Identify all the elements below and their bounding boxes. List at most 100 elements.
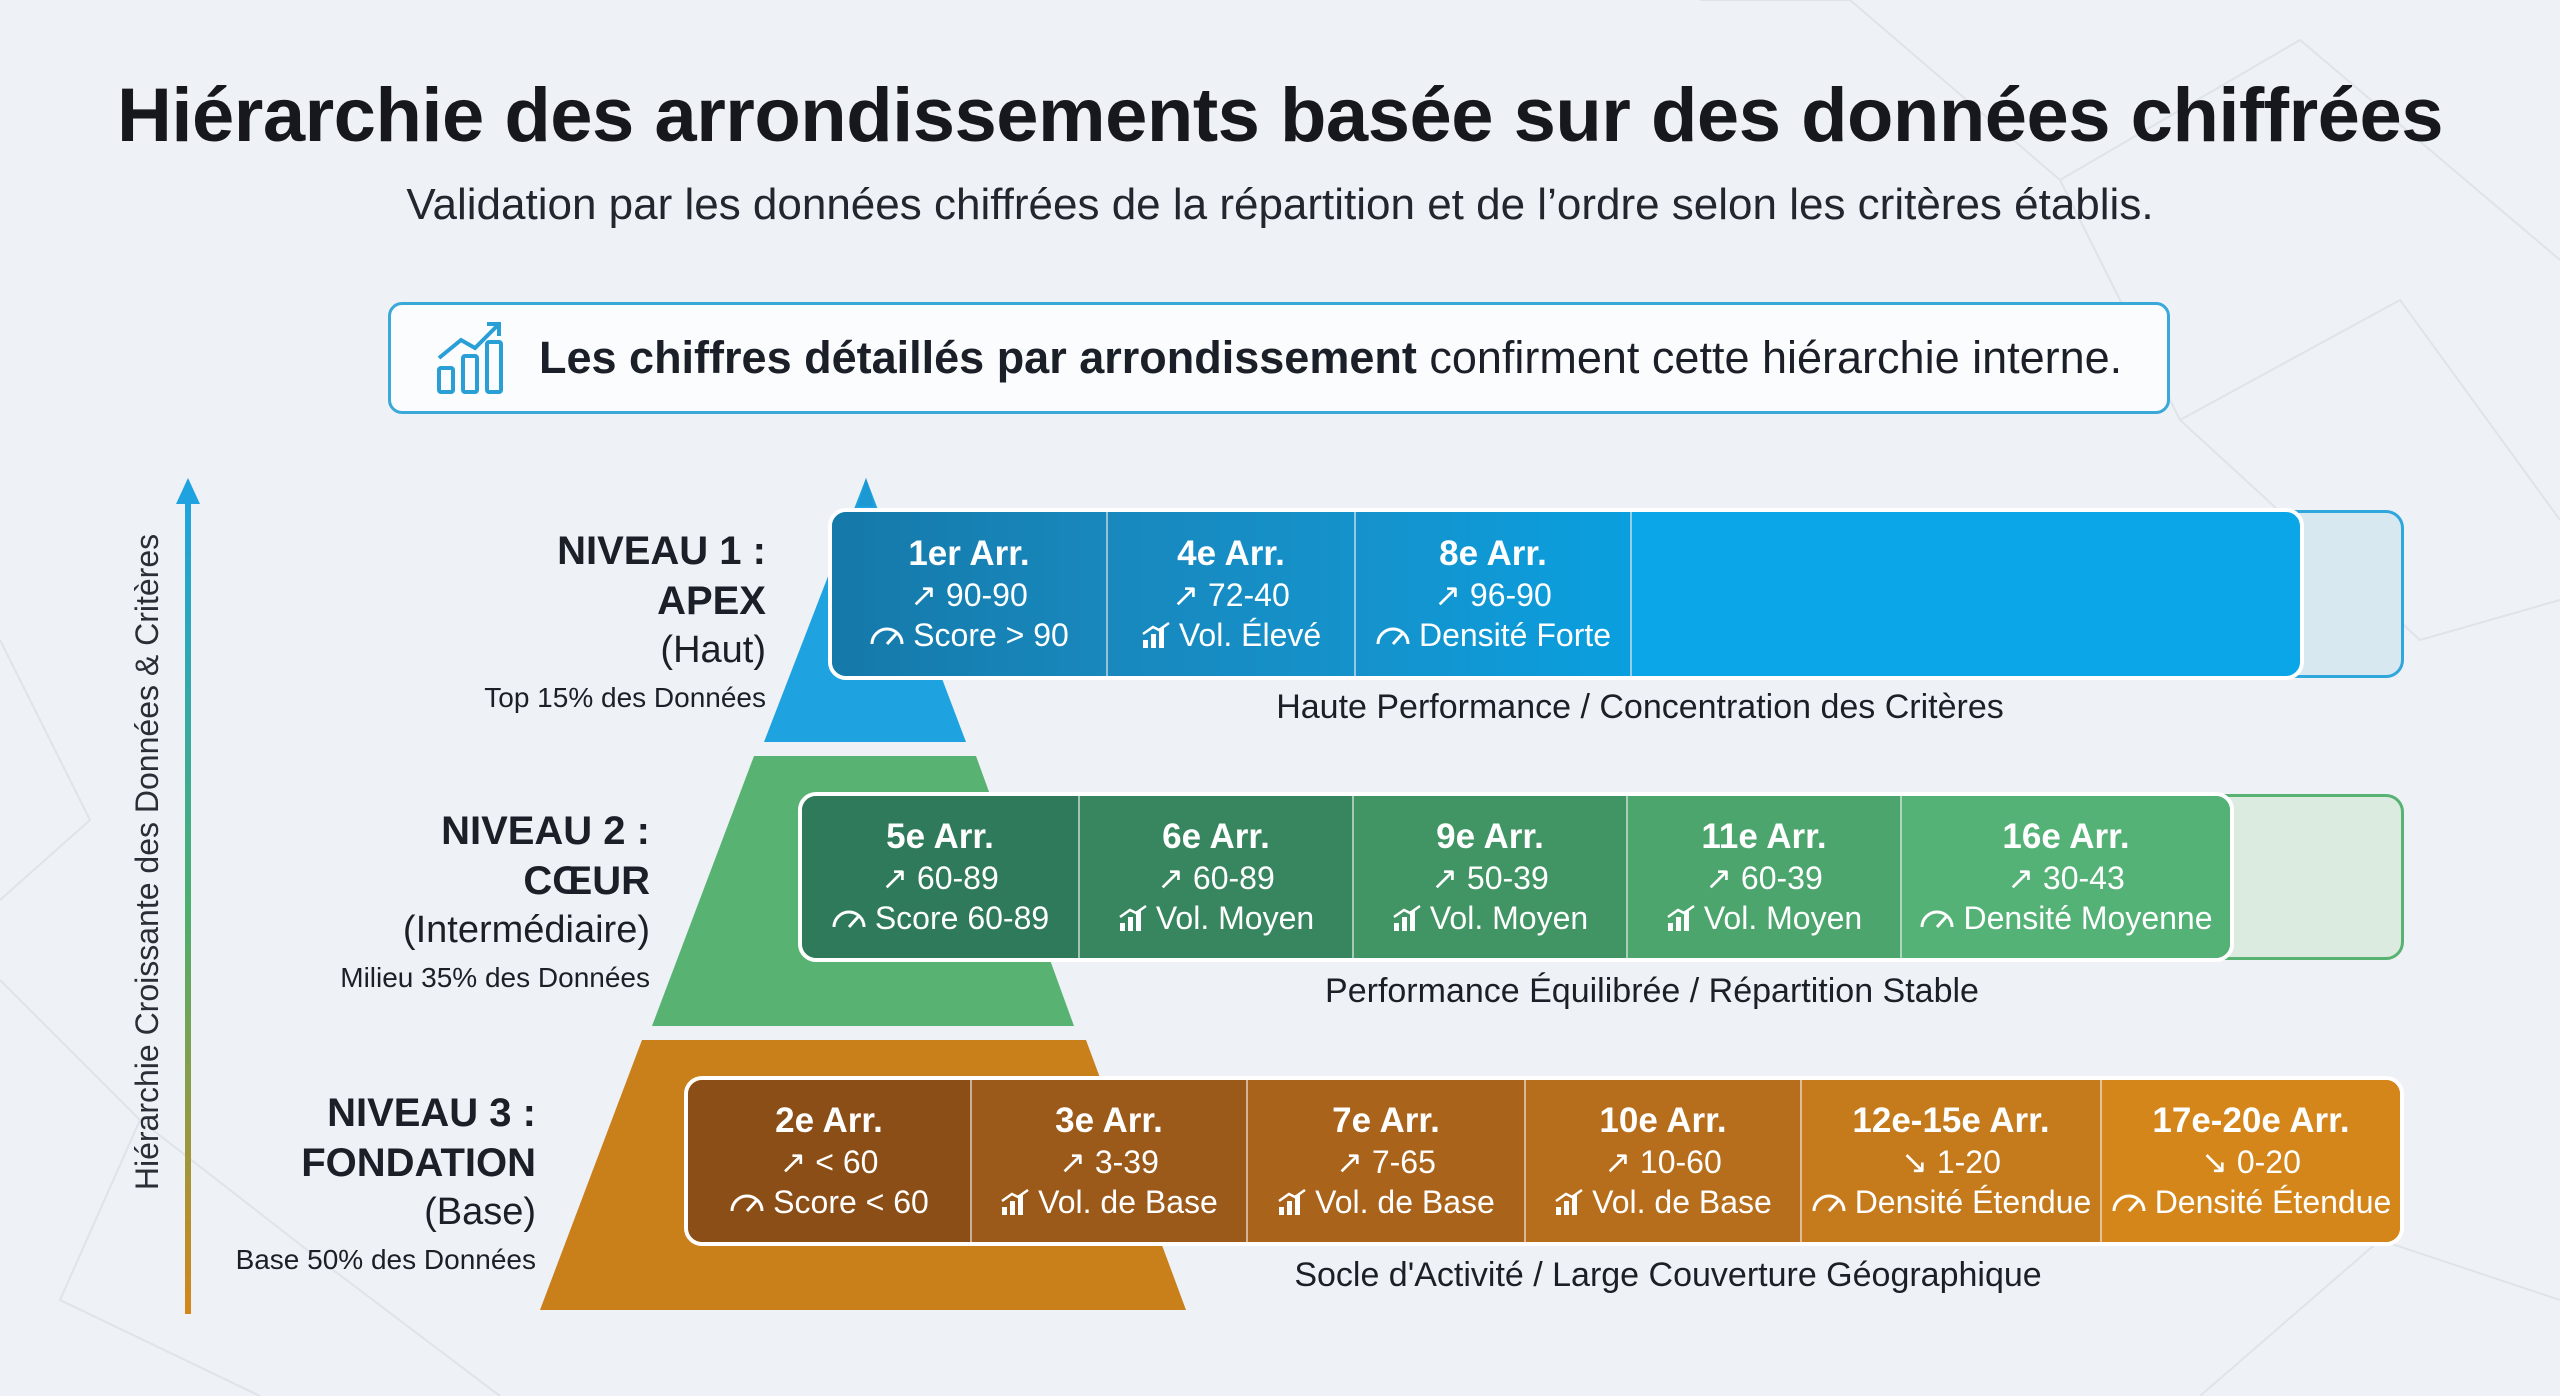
level-1-caption: Haute Performance / Concentration des Cr…	[1276, 688, 2004, 726]
gauge-icon	[870, 627, 904, 646]
cell-name: 7e Arr.	[1332, 1101, 1440, 1140]
level-1-label: NIVEAU 1 : APEX (Haut) Top 15% des Donné…	[484, 526, 766, 718]
gauge-icon	[1812, 1194, 1846, 1213]
cell-range: ↗ 10-60	[1604, 1144, 1722, 1180]
trend-up-icon: ↗	[1059, 1144, 1095, 1180]
level-2-cell-5: 16e Arr. ↗ 30-43 Densité Moyenne	[1902, 796, 2230, 958]
cell-name: 5e Arr.	[886, 817, 994, 856]
level-1-cell-2: 4e Arr. ↗ 72-40 Vol. Élevé	[1108, 512, 1356, 676]
level-2-caption: Performance Équilibrée / Répartition Sta…	[1325, 972, 1979, 1010]
callout-text: Les chiffres détaillés par arrondissemen…	[539, 332, 2122, 384]
level-3-title: NIVEAU 3 :	[327, 1091, 536, 1135]
callout-rest-text: confirment cette hiérarchie interne.	[1416, 332, 2123, 383]
cell-range: ↗ 30-43	[2007, 860, 2125, 896]
cell-name: 12e-15e Arr.	[1852, 1101, 2050, 1140]
level-3-caption: Socle d'Activité / Large Couverture Géog…	[1294, 1256, 2042, 1294]
level-3-cell-4: 10e Arr. ↗ 10-60 Vol. de Base	[1526, 1080, 1802, 1242]
cell-metric: Densité Moyenne	[1919, 898, 2213, 938]
level-2-name: CŒUR	[523, 859, 650, 903]
cell-metric: Vol. Élevé	[1141, 615, 1321, 655]
level-2-cell-1: 5e Arr. ↗ 60-89 Score 60-89	[802, 796, 1080, 958]
cell-name: 6e Arr.	[1162, 817, 1270, 856]
level-1-band: 1er Arr. ↗ 90-90 Score > 90 4e Arr. ↗ 72…	[828, 508, 2304, 680]
cell-metric: Vol. de Base	[1000, 1182, 1218, 1222]
level-2-cell-3: 9e Arr. ↗ 50-39 Vol. Moyen	[1354, 796, 1628, 958]
cell-name: 10e Arr.	[1599, 1101, 1727, 1140]
trend-down-icon: ↘	[2201, 1144, 2237, 1180]
level-3-band: 2e Arr. ↗ < 60 Score < 60 3e Arr. ↗ 3-39…	[684, 1076, 2404, 1246]
cell-metric: Score > 90	[869, 615, 1069, 655]
level-3-qualifier: (Base)	[424, 1191, 536, 1233]
level-3-label: NIVEAU 3 : FONDATION (Base) Base 50% des…	[236, 1088, 536, 1280]
trend-up-icon: ↗	[881, 860, 917, 896]
trend-up-icon: ↗	[1336, 1144, 1372, 1180]
level-1-name: APEX	[657, 579, 766, 623]
trend-up-icon: ↗	[1172, 577, 1208, 613]
cell-metric: Vol. de Base	[1554, 1182, 1772, 1222]
trend-up-icon: ↗	[779, 1144, 816, 1180]
trend-up-icon: ↗	[1604, 1144, 1640, 1180]
level-1-share: Top 15% des Données	[484, 682, 766, 713]
cell-range: ↘ 0-20	[2201, 1144, 2301, 1180]
level-2-title: NIVEAU 2 :	[441, 809, 650, 853]
signal-bars-icon	[1142, 622, 1170, 648]
cell-metric: Vol. Moyen	[1392, 898, 1588, 938]
cell-metric: Score < 60	[729, 1182, 929, 1222]
level-3-cell-2: 3e Arr. ↗ 3-39 Vol. de Base	[972, 1080, 1248, 1242]
cell-metric: Vol. Moyen	[1118, 898, 1314, 938]
signal-bars-icon	[1555, 1189, 1583, 1215]
cell-name: 8e Arr.	[1439, 534, 1547, 573]
level-3-cell-6: 17e-20e Arr. ↘ 0-20 Densité Étendue	[2102, 1080, 2400, 1242]
cell-name: 17e-20e Arr.	[2152, 1101, 2350, 1140]
trend-up-icon: ↗	[1434, 577, 1470, 613]
trend-up-icon: ↗	[910, 577, 946, 613]
callout-bold-text: Les chiffres détaillés par arrondissemen…	[539, 332, 1417, 383]
cell-range: ↗ 50-39	[1431, 860, 1549, 896]
cell-name: 9e Arr.	[1436, 817, 1544, 856]
level-3-cell-3: 7e Arr. ↗ 7-65 Vol. de Base	[1248, 1080, 1526, 1242]
signal-bars-icon	[1667, 905, 1695, 931]
level-1-title: NIVEAU 1 :	[557, 529, 766, 573]
cell-metric: Vol. Moyen	[1666, 898, 1862, 938]
cell-range: ↗ < 60	[779, 1144, 879, 1180]
cell-range: ↗ 96-90	[1434, 577, 1552, 613]
gauge-icon	[730, 1194, 764, 1213]
level-2-cell-4: 11e Arr. ↗ 60-39 Vol. Moyen	[1628, 796, 1902, 958]
level-1-cell-3: 8e Arr. ↗ 96-90 Densité Forte	[1356, 512, 1632, 676]
callout-box: Les chiffres détaillés par arrondissemen…	[388, 302, 2170, 414]
cell-range: ↗ 60-39	[1705, 860, 1823, 896]
signal-bars-icon	[1278, 1189, 1306, 1215]
level-2-label: NIVEAU 2 : CŒUR (Intermédiaire) Milieu 3…	[340, 806, 650, 998]
page-title: Hiérarchie des arrondissements basée sur…	[116, 73, 2444, 158]
cell-range: ↗ 3-39	[1059, 1144, 1159, 1180]
signal-bars-icon	[1119, 905, 1147, 931]
level-2-cell-2: 6e Arr. ↗ 60-89 Vol. Moyen	[1080, 796, 1354, 958]
level-3-cell-5: 12e-15e Arr. ↘ 1-20 Densité Étendue	[1802, 1080, 2102, 1242]
pyramid-apex-tip	[858, 478, 874, 506]
level-1-qualifier: (Haut)	[660, 629, 766, 671]
cell-metric: Score 60-89	[831, 898, 1049, 938]
level-2-share: Milieu 35% des Données	[340, 962, 650, 993]
cell-metric: Densité Forte	[1375, 615, 1611, 655]
cell-name: 3e Arr.	[1055, 1101, 1163, 1140]
cell-metric: Vol. de Base	[1277, 1182, 1495, 1222]
signal-bars-icon	[1393, 905, 1421, 931]
cell-range: ↗ 60-89	[881, 860, 999, 896]
signal-bars-icon	[1001, 1189, 1029, 1215]
level-2-band: 5e Arr. ↗ 60-89 Score 60-89 6e Arr. ↗ 60…	[798, 792, 2234, 962]
cell-metric: Densité Étendue	[1811, 1182, 2091, 1222]
gauge-icon	[2112, 1194, 2146, 1213]
trend-up-icon: ↗	[1157, 860, 1193, 896]
level-1-cell-1: 1er Arr. ↗ 90-90 Score > 90	[832, 512, 1108, 676]
cell-metric: Densité Étendue	[2111, 1182, 2391, 1222]
cell-name: 4e Arr.	[1177, 534, 1285, 573]
cell-range: ↗ 90-90	[910, 577, 1028, 613]
bar-chart-trend-icon	[437, 322, 503, 394]
level-3-cell-1: 2e Arr. ↗ < 60 Score < 60	[688, 1080, 972, 1242]
level-2-qualifier: (Intermédiaire)	[402, 909, 650, 951]
cell-name: 16e Arr.	[2002, 817, 2130, 856]
trend-up-icon: ↗	[2007, 860, 2043, 896]
trend-down-icon: ↘	[1901, 1144, 1937, 1180]
hierarchy-axis-arrow	[176, 478, 200, 1314]
gauge-icon	[832, 910, 866, 929]
